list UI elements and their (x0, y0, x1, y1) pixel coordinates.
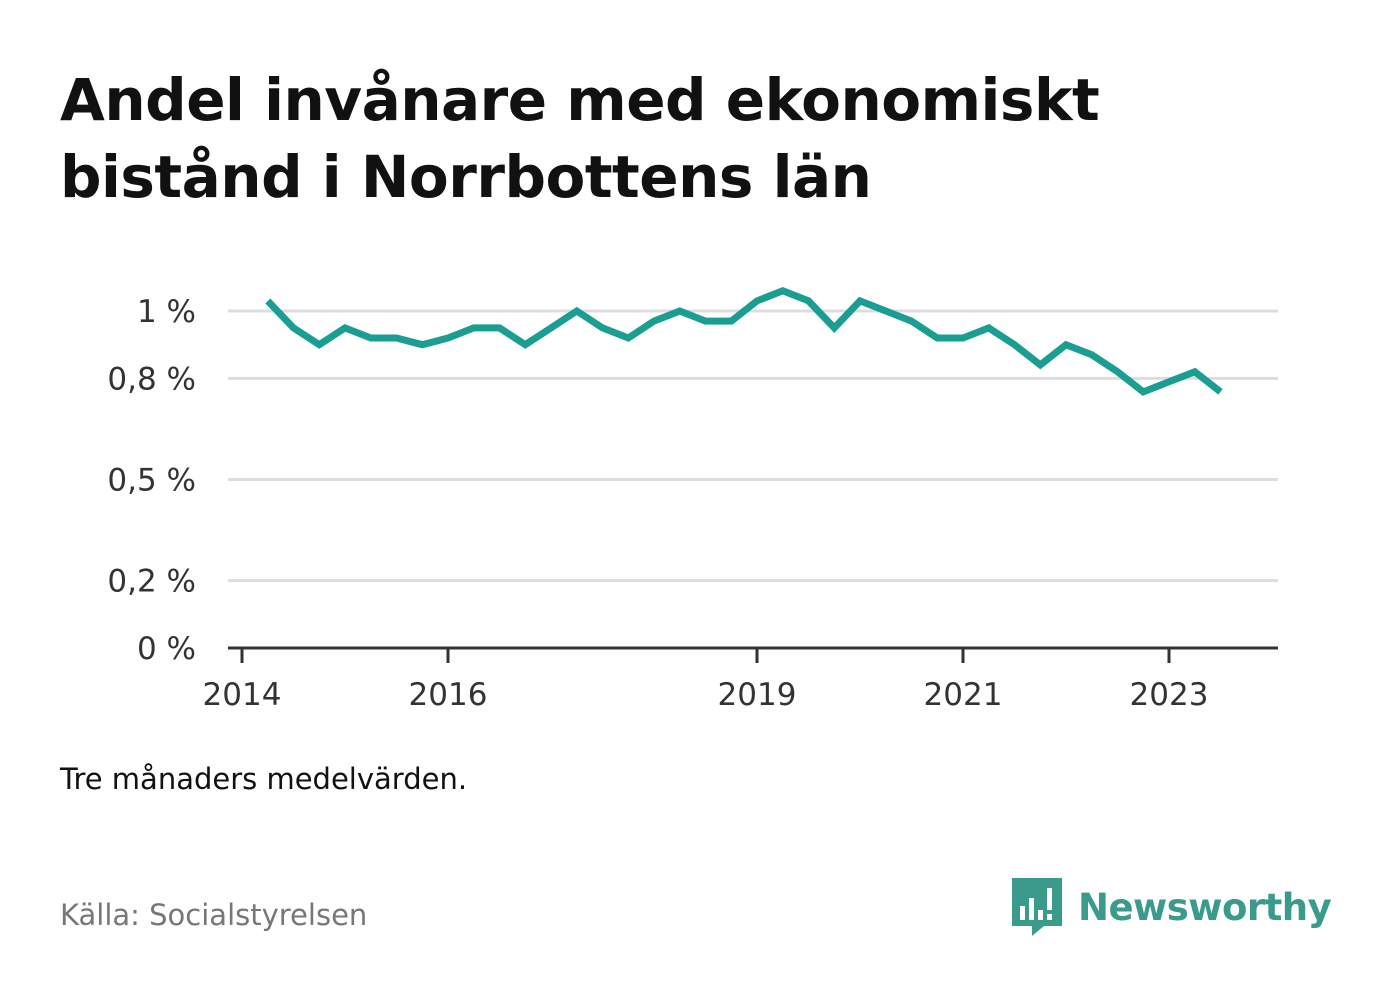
newsworthy-logo-icon (1012, 878, 1062, 936)
x-tick-label: 2014 (203, 677, 282, 713)
y-tick-label: 0,8 % (107, 361, 196, 397)
newsworthy-logo[interactable]: Newsworthy (1010, 876, 1332, 938)
y-tick-label: 0,5 % (107, 463, 196, 499)
y-tick-label: 0,2 % (107, 564, 196, 600)
newsworthy-logo-text: Newsworthy (1078, 885, 1332, 929)
chart-title-line-1: Andel invånare med ekonomiskt (60, 66, 1100, 134)
x-tick-label: 2019 (718, 677, 797, 713)
chart-note: Tre månaders medelvärden. (60, 762, 468, 796)
x-tick-label: 2021 (924, 677, 1003, 713)
x-tick-label: 2023 (1130, 677, 1209, 713)
y-tick-label: 0 % (137, 631, 196, 667)
series-line (265, 287, 1223, 396)
chart-title-line-2: bistånd i Norrbottens län (60, 143, 872, 211)
x-tick-label: 2016 (409, 677, 488, 713)
source-credit: Källa: Socialstyrelsen (60, 898, 368, 932)
chart-title: Andel invånare med ekonomiskt bistånd i … (60, 62, 1320, 216)
y-tick-label: 1 % (137, 294, 196, 330)
